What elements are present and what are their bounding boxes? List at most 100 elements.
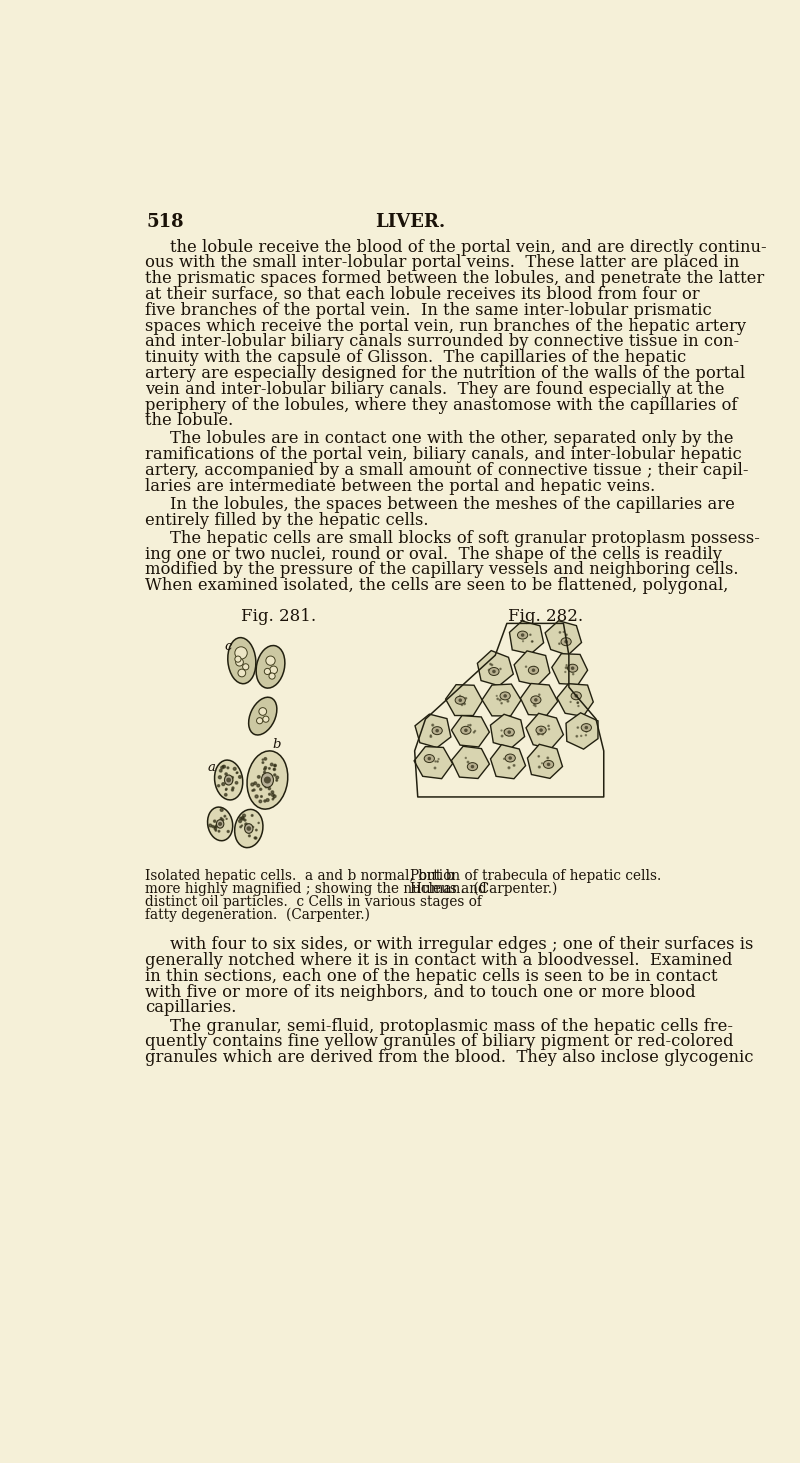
Circle shape xyxy=(242,664,249,670)
Text: ous with the small inter-lobular portal veins.  These latter are placed in: ous with the small inter-lobular portal … xyxy=(145,255,739,272)
Circle shape xyxy=(571,667,574,670)
Ellipse shape xyxy=(234,809,263,847)
Circle shape xyxy=(231,789,234,791)
Text: entirely filled by the hepatic cells.: entirely filled by the hepatic cells. xyxy=(145,512,429,528)
Polygon shape xyxy=(510,620,544,654)
Text: generally notched where it is in contact with a bloodvessel.  Examined: generally notched where it is in contact… xyxy=(145,952,732,969)
Circle shape xyxy=(507,730,511,734)
Text: Human.  (Carpenter.): Human. (Carpenter.) xyxy=(410,882,558,895)
Polygon shape xyxy=(527,745,562,778)
Circle shape xyxy=(548,765,550,767)
Ellipse shape xyxy=(582,724,591,732)
Circle shape xyxy=(242,816,244,819)
Circle shape xyxy=(488,669,490,672)
Circle shape xyxy=(231,777,234,778)
Circle shape xyxy=(235,655,241,663)
Circle shape xyxy=(249,835,250,837)
Circle shape xyxy=(218,784,220,787)
Circle shape xyxy=(269,793,270,796)
Polygon shape xyxy=(446,685,482,715)
Circle shape xyxy=(470,765,474,768)
Ellipse shape xyxy=(528,666,538,674)
Ellipse shape xyxy=(561,638,571,645)
Circle shape xyxy=(232,787,234,789)
Text: When examined isolated, the cells are seen to be flattened, polygonal,: When examined isolated, the cells are se… xyxy=(145,576,728,594)
Circle shape xyxy=(226,789,227,790)
Circle shape xyxy=(464,729,468,732)
Circle shape xyxy=(220,818,222,819)
Ellipse shape xyxy=(245,824,253,834)
Circle shape xyxy=(235,647,247,660)
Polygon shape xyxy=(526,714,563,749)
Text: the prismatic spaces formed between the lobules, and penetrate the latter: the prismatic spaces formed between the … xyxy=(145,271,764,287)
Ellipse shape xyxy=(424,755,434,762)
Circle shape xyxy=(534,698,538,702)
Circle shape xyxy=(514,765,515,767)
Text: distinct oil particles.  c Cells in various stages of: distinct oil particles. c Cells in vario… xyxy=(145,895,482,909)
Text: The hepatic cells are small blocks of soft granular protoplasm possess-: The hepatic cells are small blocks of so… xyxy=(170,530,760,547)
Circle shape xyxy=(531,673,533,674)
Circle shape xyxy=(218,775,222,778)
Circle shape xyxy=(251,815,253,816)
Circle shape xyxy=(214,827,217,830)
Circle shape xyxy=(217,824,218,825)
Ellipse shape xyxy=(543,761,554,768)
Ellipse shape xyxy=(505,753,515,762)
Circle shape xyxy=(532,669,535,672)
Circle shape xyxy=(227,831,229,832)
Circle shape xyxy=(538,733,539,734)
Polygon shape xyxy=(482,685,521,715)
Polygon shape xyxy=(545,620,582,655)
Circle shape xyxy=(547,758,549,759)
Circle shape xyxy=(262,774,265,777)
Circle shape xyxy=(221,767,223,770)
Text: b: b xyxy=(272,737,281,751)
Circle shape xyxy=(254,781,257,784)
Circle shape xyxy=(257,784,260,787)
Polygon shape xyxy=(478,651,514,686)
Circle shape xyxy=(264,800,266,802)
Text: Fig. 282.: Fig. 282. xyxy=(508,609,583,625)
Circle shape xyxy=(507,701,509,702)
Text: The lobules are in contact one with the other, separated only by the: The lobules are in contact one with the … xyxy=(170,430,734,448)
Ellipse shape xyxy=(567,664,578,672)
Circle shape xyxy=(263,771,266,774)
Text: with five or more of its neighbors, and to touch one or more blood: with five or more of its neighbors, and … xyxy=(145,983,695,1001)
Circle shape xyxy=(225,793,227,796)
Polygon shape xyxy=(414,746,453,778)
Ellipse shape xyxy=(467,762,478,771)
Ellipse shape xyxy=(262,772,274,787)
Circle shape xyxy=(240,818,242,819)
Circle shape xyxy=(209,824,212,827)
Text: fatty degeneration.  (Carpenter.): fatty degeneration. (Carpenter.) xyxy=(145,909,370,922)
Polygon shape xyxy=(514,651,550,685)
Ellipse shape xyxy=(247,751,288,809)
Circle shape xyxy=(266,655,275,666)
Ellipse shape xyxy=(461,726,471,734)
Circle shape xyxy=(467,761,469,762)
Circle shape xyxy=(430,736,432,737)
Circle shape xyxy=(240,827,242,828)
Circle shape xyxy=(566,633,567,635)
Circle shape xyxy=(521,633,524,636)
Circle shape xyxy=(427,756,431,761)
Text: The granular, semi-fluid, protoplasmic mass of the hepatic cells fre-: The granular, semi-fluid, protoplasmic m… xyxy=(170,1018,733,1034)
Polygon shape xyxy=(557,683,594,717)
Text: tinuity with the capsule of Glisson.  The capillaries of the hepatic: tinuity with the capsule of Glisson. The… xyxy=(145,350,686,366)
Ellipse shape xyxy=(225,775,233,786)
Text: laries are intermediate between the portal and hepatic veins.: laries are intermediate between the port… xyxy=(145,478,655,494)
Text: artery, accompanied by a small amount of connective tissue ; their capil-: artery, accompanied by a small amount of… xyxy=(145,462,749,478)
Text: LIVER.: LIVER. xyxy=(375,212,445,231)
Circle shape xyxy=(574,693,578,698)
Text: In the lobules, the spaces between the meshes of the capillaries are: In the lobules, the spaces between the m… xyxy=(170,496,734,514)
Circle shape xyxy=(475,765,477,767)
Polygon shape xyxy=(451,746,490,778)
Circle shape xyxy=(238,819,242,822)
Circle shape xyxy=(566,667,567,669)
Ellipse shape xyxy=(214,761,242,800)
Circle shape xyxy=(219,770,222,772)
Circle shape xyxy=(276,777,278,778)
Circle shape xyxy=(230,778,233,781)
Ellipse shape xyxy=(530,696,541,704)
Circle shape xyxy=(546,762,550,767)
